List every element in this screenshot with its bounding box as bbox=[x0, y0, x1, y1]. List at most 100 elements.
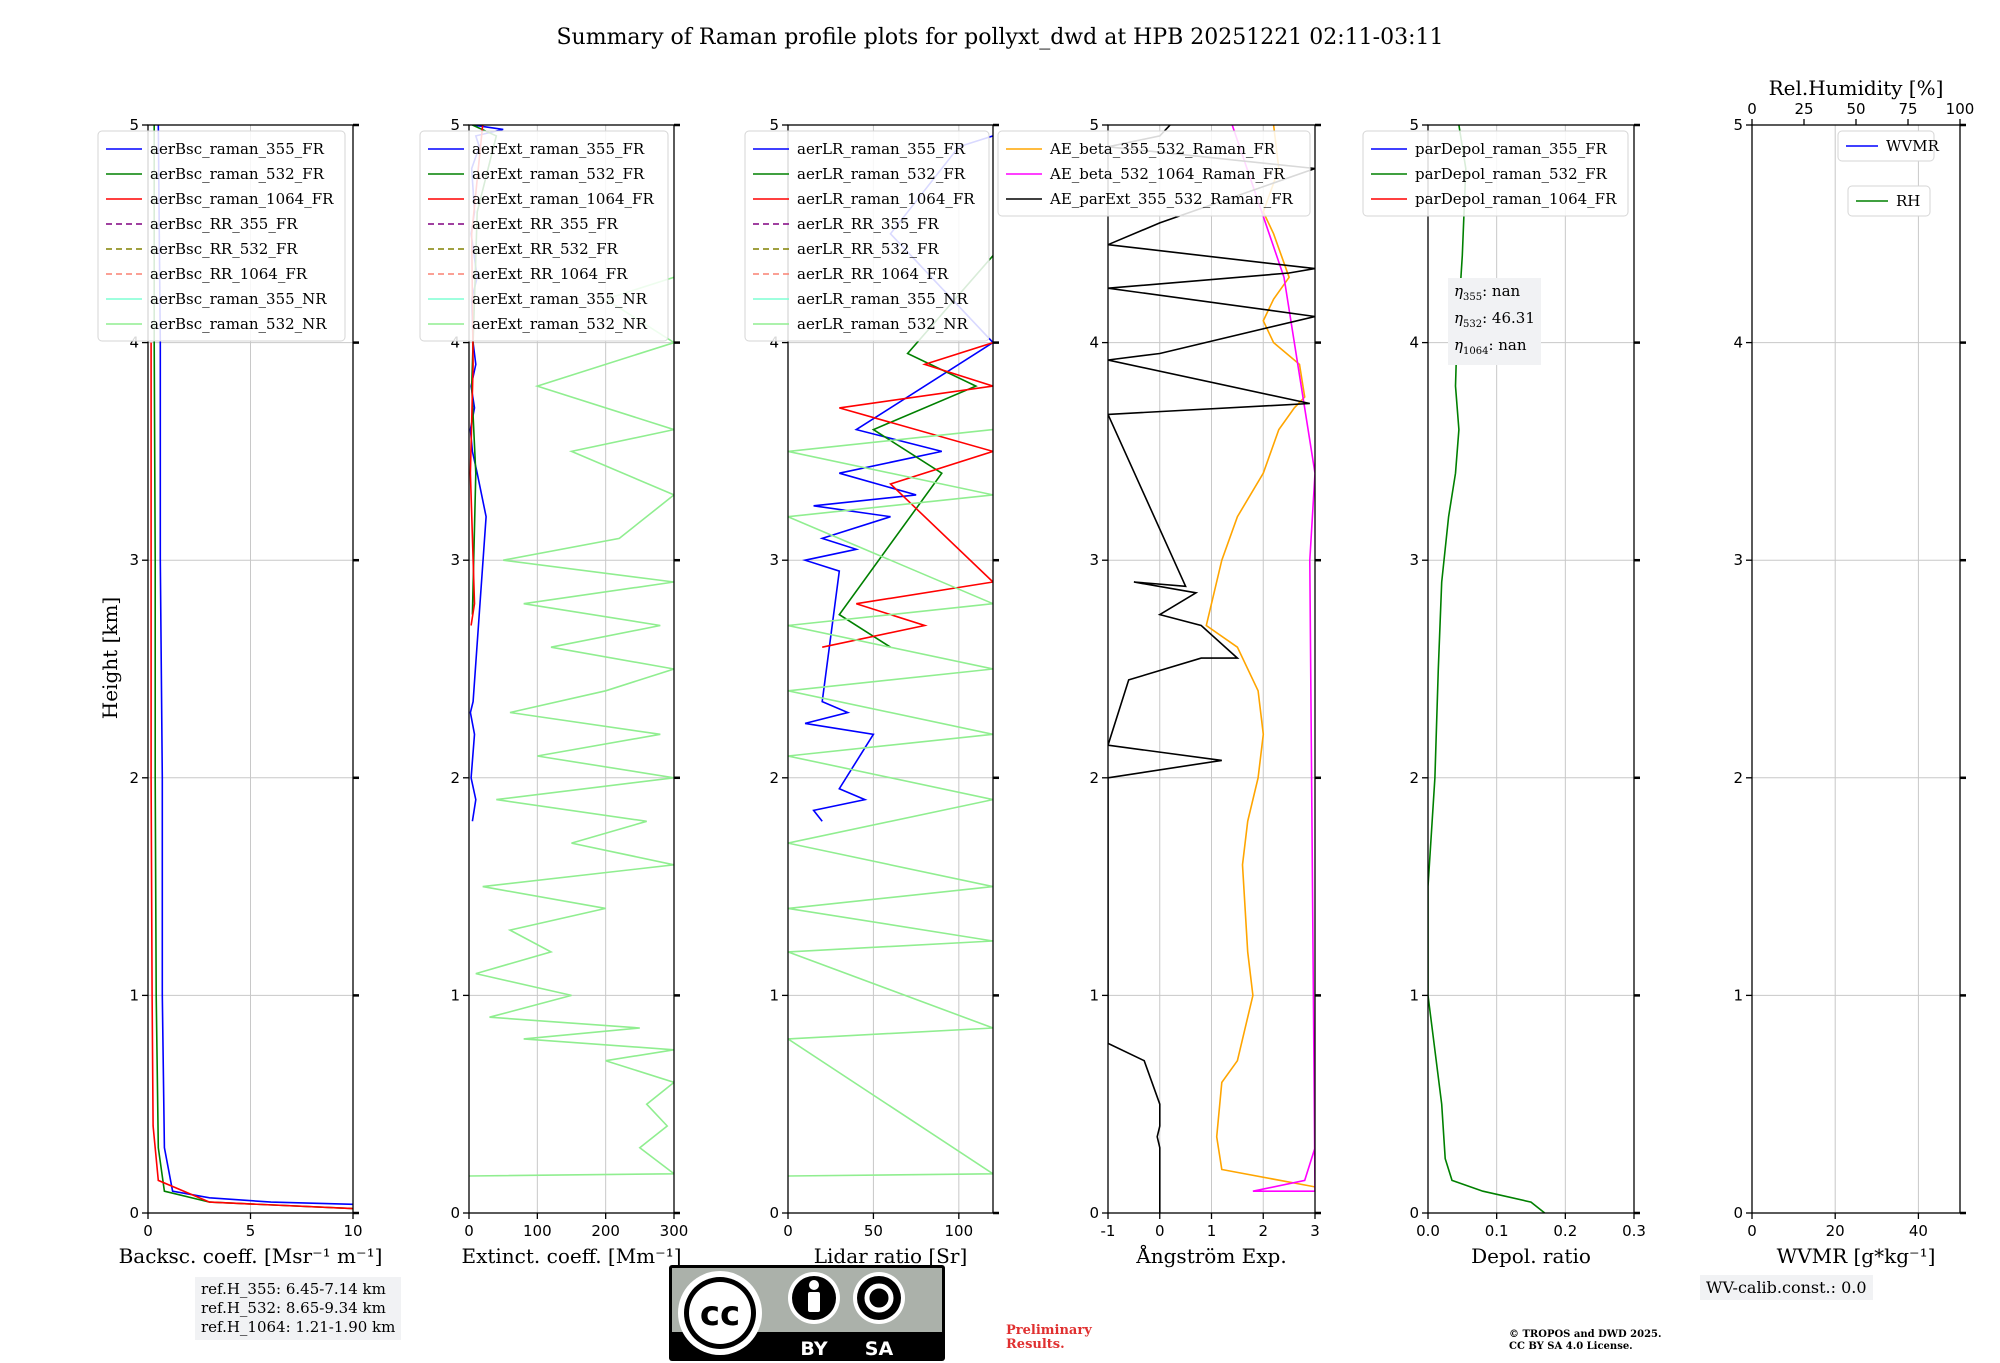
ytick-label: 4 bbox=[1733, 334, 1743, 352]
copyright-line-2: CC BY SA 4.0 License. bbox=[1509, 1341, 1633, 1352]
ytick-label: 5 bbox=[450, 116, 460, 134]
legend-label: aerLR_raman_1064_FR bbox=[797, 190, 975, 208]
legend-label: aerLR_RR_532_FR bbox=[797, 240, 939, 258]
xtick-label: 1 bbox=[1207, 1222, 1217, 1240]
legend-box bbox=[419, 130, 669, 342]
cc-by-sa-logo: cc BY SA bbox=[669, 1265, 945, 1361]
ytick-label: 5 bbox=[129, 116, 139, 134]
legend-label: aerExt_RR_355_FR bbox=[472, 215, 619, 233]
xlabel-bsc: Backsc. coeff. [Msr⁻¹ m⁻¹] bbox=[119, 1244, 383, 1268]
series-group bbox=[1108, 125, 1315, 1213]
ytick-label: 5 bbox=[1089, 116, 1099, 134]
legend-label: aerBsc_raman_355_FR bbox=[150, 140, 325, 158]
cc-text: cc bbox=[700, 1294, 740, 1334]
legend-label: aerLR_raman_355_FR bbox=[797, 140, 966, 158]
ytick-label: 2 bbox=[1089, 769, 1099, 787]
ytick-label: 3 bbox=[1089, 551, 1099, 569]
ytick-label: 1 bbox=[1409, 986, 1419, 1004]
series-group bbox=[788, 135, 993, 1177]
legend-label: aerLR_RR_355_FR bbox=[797, 215, 939, 233]
series-aerBsc_raman_1064_FR bbox=[150, 342, 353, 1210]
ytick-label: 1 bbox=[769, 986, 779, 1004]
legend-depol: parDepol_raman_355_FR parDepol_raman_532_… bbox=[1362, 130, 1629, 217]
ytick-label: 1 bbox=[1733, 986, 1743, 1004]
ytick-label: 2 bbox=[1409, 769, 1419, 787]
sa-label: SA bbox=[865, 1338, 894, 1360]
legend-label: aerLR_raman_355_NR bbox=[797, 290, 968, 308]
x2tick-label: 25 bbox=[1794, 100, 1813, 118]
x2label-wv: Rel.Humidity [%] bbox=[1769, 76, 1944, 100]
ref-height-1064: ref.H_1064: 1.21-1.90 km bbox=[201, 1318, 396, 1336]
x2tick-label: 50 bbox=[1846, 100, 1865, 118]
ytick-label: 2 bbox=[450, 769, 460, 787]
eta-1064: η1064: nan bbox=[1454, 336, 1527, 357]
legend-label: aerLR_RR_1064_FR bbox=[797, 265, 949, 283]
xtick-label: -1 bbox=[1101, 1222, 1116, 1240]
legend-box bbox=[1847, 185, 1931, 217]
by-icon-body bbox=[808, 1292, 820, 1312]
xtick-label: 100 bbox=[945, 1222, 974, 1240]
axes-frame bbox=[787, 124, 994, 1214]
ref-height-355: ref.H_355: 6.45-7.14 km bbox=[201, 1280, 386, 1298]
legend-label: WVMR bbox=[1886, 137, 1940, 155]
ytick-label: 0 bbox=[769, 1204, 779, 1222]
xtick-label: 3 bbox=[1310, 1222, 1320, 1240]
xtick-label: 200 bbox=[591, 1222, 620, 1240]
ytick-label: 3 bbox=[1733, 551, 1743, 569]
xtick-label: 0.0 bbox=[1416, 1222, 1440, 1240]
ytick-label: 0 bbox=[129, 1204, 139, 1222]
axes-frame bbox=[1751, 124, 1961, 1214]
eta-355: η355: nan bbox=[1454, 282, 1521, 303]
series-AE_beta_355_532_Raman_FR bbox=[1205, 125, 1315, 1188]
xlabel-lr: Lidar ratio [Sr] bbox=[814, 1244, 968, 1268]
legend-label: RH bbox=[1896, 192, 1920, 210]
legend-box bbox=[97, 130, 346, 342]
legend-label: aerBsc_RR_532_FR bbox=[150, 240, 298, 258]
legend-label: aerLR_raman_532_NR bbox=[797, 315, 968, 333]
ytick-label: 3 bbox=[1409, 551, 1419, 569]
xtick-label: 100 bbox=[523, 1222, 552, 1240]
ytick-label: 2 bbox=[1733, 769, 1743, 787]
ytick-label: 1 bbox=[450, 986, 460, 1004]
series-aerExt_raman_532_NR bbox=[469, 276, 674, 1177]
xtick-label: 0 bbox=[464, 1222, 474, 1240]
xtick-label: 50 bbox=[864, 1222, 883, 1240]
xtick-label: 0 bbox=[783, 1222, 793, 1240]
copyright-line-1: © TROPOS and DWD 2025. bbox=[1509, 1329, 1662, 1340]
legend-label: aerExt_raman_355_FR bbox=[472, 140, 645, 158]
ytick-label: 0 bbox=[1733, 1204, 1743, 1222]
xtick-label: 20 bbox=[1826, 1222, 1845, 1240]
ytick-label: 2 bbox=[769, 769, 779, 787]
legend-RH: RH bbox=[1847, 185, 1931, 217]
ytick-label: 4 bbox=[1409, 334, 1419, 352]
legend-ae: AE_beta_355_532_Raman_FR AE_beta_532_1064… bbox=[997, 130, 1311, 217]
by-label: BY bbox=[800, 1338, 827, 1360]
ytick-label: 3 bbox=[129, 551, 139, 569]
legend-label: aerExt_raman_1064_FR bbox=[472, 190, 654, 208]
xtick-label: 0.2 bbox=[1553, 1222, 1577, 1240]
series-group bbox=[150, 125, 353, 1210]
ytick-label: 3 bbox=[769, 551, 779, 569]
legend-label: aerBsc_raman_355_NR bbox=[150, 290, 327, 308]
ytick-label: 4 bbox=[769, 334, 779, 352]
panel-bsc: 0 1 2 3 4 5 0 5 10 Backsc. coeff. [Msr⁻¹ m⁻¹] bbox=[119, 116, 383, 1268]
xtick-label: 5 bbox=[246, 1222, 256, 1240]
cc-circle-inner bbox=[689, 1282, 751, 1344]
ytick-label: 0 bbox=[450, 1204, 460, 1222]
xtick-label: 0.3 bbox=[1622, 1222, 1646, 1240]
legend-label: AE_parExt_355_532_Raman_FR bbox=[1049, 190, 1294, 208]
legend-label: aerExt_RR_1064_FR bbox=[472, 265, 628, 283]
xlabel-ext: Extinct. coeff. [Mm⁻¹] bbox=[461, 1244, 681, 1268]
height-axis-label: Height [km] bbox=[98, 597, 122, 719]
by-icon-head bbox=[809, 1280, 819, 1290]
ytick-label: 4 bbox=[129, 334, 139, 352]
xtick-label: 0 bbox=[1155, 1222, 1165, 1240]
xtick-label: 10 bbox=[343, 1222, 362, 1240]
xlabel-depol: Depol. ratio bbox=[1471, 1244, 1591, 1268]
series-AE_parExt_355_532_Raman_FR bbox=[1108, 125, 1315, 1213]
sa-icon-arc bbox=[864, 1283, 894, 1313]
legend-label: aerBsc_raman_532_NR bbox=[150, 315, 327, 333]
legend-label: aerExt_raman_355_NR bbox=[472, 290, 648, 308]
